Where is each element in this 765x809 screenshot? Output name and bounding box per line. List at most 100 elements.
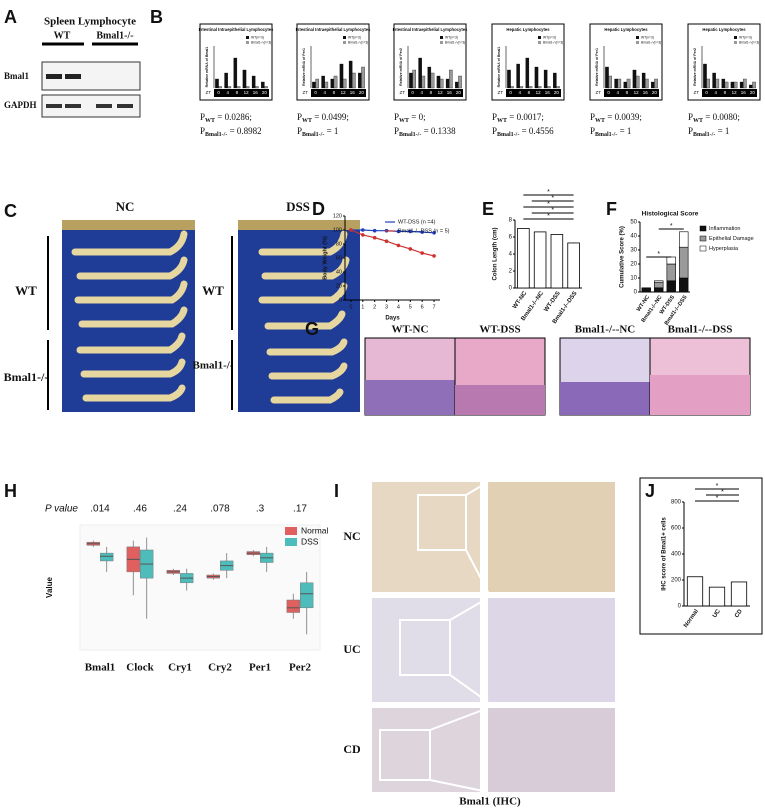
bar-segment bbox=[666, 256, 676, 265]
marker bbox=[432, 231, 436, 235]
p-symbol: P bbox=[200, 112, 205, 122]
p-symbol: P bbox=[200, 126, 205, 136]
x-tick-label: 1 bbox=[361, 304, 364, 310]
y-tick-label: 40 bbox=[630, 234, 637, 240]
x-tick-label: 16 bbox=[447, 90, 453, 95]
line bbox=[350, 229, 435, 257]
p-sub: WT bbox=[205, 118, 215, 124]
group-label: DSS bbox=[286, 199, 310, 214]
p-sub: WT bbox=[399, 118, 409, 124]
y-tick-label: 30 bbox=[630, 248, 637, 254]
x-tick-label: 0 bbox=[705, 90, 708, 95]
x-tick-label: 0 bbox=[607, 90, 610, 95]
y-axis-label: Body Weight (%) bbox=[322, 236, 328, 280]
bar bbox=[445, 78, 450, 89]
bar bbox=[743, 78, 747, 89]
lane-label: WT bbox=[54, 30, 71, 41]
zt-strip bbox=[506, 89, 561, 97]
bar bbox=[733, 81, 738, 89]
p-value: PWT = 0.0039; bbox=[590, 112, 642, 124]
zt-strip bbox=[604, 89, 659, 97]
zt-strip bbox=[408, 89, 463, 97]
bar bbox=[430, 72, 435, 89]
bar bbox=[537, 86, 542, 89]
mini-frame bbox=[491, 23, 565, 101]
bar bbox=[517, 228, 530, 289]
genotype-label: WT bbox=[202, 283, 224, 298]
p-value: PBmal1-/- = 0.1338 bbox=[394, 126, 456, 138]
bar bbox=[641, 72, 646, 89]
p-sub: WT bbox=[497, 118, 507, 124]
p-value: PWT = 0.0017; bbox=[492, 112, 544, 124]
y-tick-label: 600 bbox=[671, 526, 682, 532]
x-tick-label: 16 bbox=[643, 90, 649, 95]
tissue bbox=[455, 385, 545, 415]
panel-label: E bbox=[482, 199, 494, 219]
y-tick-label: 20 bbox=[630, 262, 637, 268]
bar bbox=[724, 81, 729, 89]
bar bbox=[608, 75, 612, 89]
bar bbox=[708, 586, 726, 607]
band bbox=[96, 104, 112, 108]
significance-label: * bbox=[657, 251, 660, 258]
x-tick-label: 4 bbox=[518, 90, 521, 95]
legend-swatch bbox=[636, 36, 639, 39]
bar bbox=[645, 78, 649, 89]
bar bbox=[409, 72, 413, 89]
p-value: PWT = 0; bbox=[394, 112, 426, 124]
panel-label: I bbox=[334, 481, 339, 501]
bar bbox=[315, 78, 319, 89]
bar bbox=[534, 66, 539, 89]
legend-swatch bbox=[440, 36, 443, 39]
mini-frame bbox=[687, 23, 761, 101]
y-axis-label: Relative mRNA of Bmal1 bbox=[205, 47, 209, 88]
x-tick-label: 2 bbox=[373, 304, 376, 310]
y-tick-label: 0 bbox=[509, 286, 513, 292]
p-text: = 0.1338 bbox=[421, 126, 456, 136]
bar bbox=[233, 57, 238, 89]
x-tick-label: 8 bbox=[528, 90, 531, 95]
ihc-row-label: UC bbox=[343, 642, 360, 656]
p-value: .24 bbox=[173, 504, 187, 515]
blot-strip bbox=[41, 94, 141, 118]
bar-segment bbox=[641, 287, 651, 293]
bar bbox=[436, 75, 441, 89]
x-tick-label: Clock bbox=[126, 662, 154, 674]
p-value: .17 bbox=[293, 504, 307, 515]
p-value: PWT = 0.0499; bbox=[297, 112, 349, 124]
chart-title: Histological Score bbox=[642, 211, 699, 218]
x-tick-label: 0 bbox=[411, 90, 414, 95]
x-tick-label: 20 bbox=[262, 90, 268, 95]
legend-label: DSS bbox=[301, 536, 319, 546]
p-value: PWT = 0.0286; bbox=[200, 112, 252, 124]
p-sub: Bmal1-/- bbox=[693, 132, 715, 138]
histology-label: WT-NC bbox=[392, 324, 429, 336]
p-text: = 0.0039; bbox=[605, 112, 642, 122]
x-tick-label: 16 bbox=[545, 90, 551, 95]
x-tick-label: 8 bbox=[333, 90, 336, 95]
x-tick-label: Bmal1 bbox=[85, 662, 116, 674]
p-value: PBmal1-/- = 0.4556 bbox=[492, 126, 554, 138]
legend-label: WT(n=3) bbox=[251, 35, 264, 39]
bar bbox=[224, 72, 228, 89]
p-value-title: P value bbox=[45, 504, 78, 515]
bar bbox=[324, 81, 329, 89]
x-tick-label: 6 bbox=[421, 304, 424, 310]
bar-segment bbox=[666, 263, 676, 282]
mini-title: Hepatic Lymphocytes bbox=[604, 27, 648, 32]
x-tick-label: 0 bbox=[217, 90, 220, 95]
legend-swatch bbox=[246, 36, 249, 39]
bar bbox=[556, 86, 560, 89]
bar-segment bbox=[654, 287, 664, 293]
marker bbox=[432, 254, 436, 258]
x-tick-label: 8 bbox=[626, 90, 629, 95]
box bbox=[286, 599, 300, 613]
p-text: = 1 bbox=[715, 126, 729, 136]
bar bbox=[348, 60, 353, 89]
legend-label: Inflammation bbox=[709, 226, 741, 232]
bar bbox=[455, 81, 459, 89]
legend-label: Bmal1-/-(n=3) bbox=[251, 40, 271, 44]
bar bbox=[721, 78, 726, 89]
significance-label: * bbox=[716, 483, 719, 490]
x-tick-label: UC bbox=[712, 608, 722, 619]
